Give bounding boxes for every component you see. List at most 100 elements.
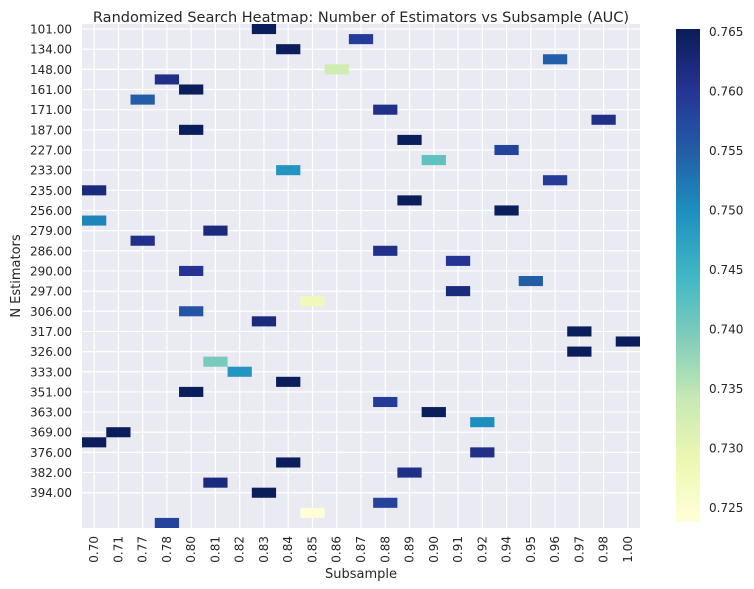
heatmap-cell	[179, 306, 204, 317]
heatmap-cell	[179, 84, 204, 95]
y-axis-label: N Estimators	[9, 234, 24, 318]
heatmap-cell	[542, 175, 568, 186]
y-tick-label: 235.00	[30, 184, 72, 198]
grid-vertical-lines	[93, 24, 629, 528]
y-tick-label: 290.00	[30, 264, 72, 278]
heatmap-cell	[276, 165, 301, 176]
y-tick-label: 382.00	[30, 466, 72, 480]
y-tick-label: 134.00	[30, 43, 72, 57]
y-tick-label: 286.00	[30, 244, 72, 258]
y-tick-label: 306.00	[30, 305, 72, 319]
x-tick-label: 0.97	[572, 536, 586, 563]
heatmap-cell	[251, 24, 277, 35]
colorbar-tick-labels: 0.725 0.730 0.735 0.740 0.745 0.750 0.755 0.760…	[709, 25, 743, 515]
heatmap-cell	[348, 34, 374, 45]
colorbar-tick-label: 0.725	[709, 501, 743, 515]
x-tick-label: 0.95	[524, 536, 538, 563]
x-tick-label: 0.88	[378, 536, 392, 563]
colorbar-tick-label: 0.745	[709, 263, 743, 277]
heatmap-cell	[106, 427, 131, 438]
x-tick-label: 0.87	[354, 536, 368, 563]
x-tick-label: 0.83	[257, 536, 271, 563]
grid-horizontal-lines	[82, 28, 640, 494]
heatmap-cell	[203, 477, 228, 488]
heatmap-cell	[518, 276, 543, 287]
heatmap-cell	[591, 114, 616, 125]
heatmap-cell	[203, 225, 228, 236]
heatmap-cell	[421, 407, 446, 418]
y-tick-label: 161.00	[30, 83, 72, 97]
heatmap-cell	[82, 185, 107, 196]
heatmap-cell	[567, 346, 592, 357]
colorbar-tick-label: 0.760	[709, 84, 743, 98]
heatmap-cell	[130, 235, 155, 246]
y-tick-label: 369.00	[30, 426, 72, 440]
x-tick-label: 0.84	[281, 536, 295, 563]
heatmap-cells	[82, 24, 640, 528]
y-tick-label: 227.00	[30, 144, 72, 158]
heatmap-cell	[373, 104, 398, 115]
x-tick-label: 0.92	[475, 536, 489, 563]
y-tick-label: 171.00	[30, 103, 72, 117]
x-tick-label: 0.81	[208, 536, 222, 563]
x-axis-label: Subsample	[325, 567, 397, 582]
x-tick-labels: 0.70 0.71 0.77 0.78 0.80 0.81 0.82 0.83 0.84 0.85…	[87, 536, 635, 563]
heatmap-cell	[154, 74, 180, 85]
heatmap-cell	[373, 497, 398, 508]
y-tick-label: 279.00	[30, 224, 72, 238]
x-tick-label: 1.00	[621, 536, 635, 563]
heatmap-cell	[276, 44, 301, 55]
x-tick-label: 0.90	[427, 536, 441, 563]
heatmap-cell	[421, 155, 446, 166]
x-tick-label: 0.91	[451, 536, 465, 563]
heatmap-cell	[179, 386, 204, 397]
heatmap-cell	[179, 124, 204, 135]
heatmap-cell	[82, 215, 107, 226]
heatmap-cell	[445, 286, 471, 297]
x-tick-label: 0.78	[160, 536, 174, 563]
heatmap-cell	[276, 457, 301, 468]
x-tick-label: 0.70	[87, 536, 101, 563]
y-tick-label: 394.00	[30, 486, 72, 500]
heatmap-cell	[300, 296, 325, 307]
y-tick-label: 148.00	[30, 63, 72, 77]
y-tick-label: 233.00	[30, 164, 72, 178]
colorbar-tick-label: 0.740	[709, 323, 743, 337]
heatmap-cell	[251, 487, 277, 498]
heatmap-cell	[276, 376, 301, 387]
heatmap-cell	[227, 366, 252, 377]
heatmap-cell	[542, 54, 568, 65]
heatmap-cell	[397, 134, 422, 145]
x-tick-label: 0.86	[330, 536, 344, 563]
y-tick-label: 326.00	[30, 345, 72, 359]
heatmap-cell	[494, 144, 519, 156]
y-tick-label: 256.00	[30, 204, 72, 218]
x-tick-label: 0.96	[548, 536, 562, 563]
x-tick-label: 0.71	[111, 536, 125, 563]
heatmap-cell	[445, 255, 471, 266]
colorbar	[676, 29, 700, 522]
heatmap-cell	[494, 205, 519, 216]
colorbar-tick-label: 0.730	[709, 442, 743, 456]
x-tick-label: 0.77	[136, 536, 150, 563]
heatmap-cell	[373, 245, 398, 256]
heatmap-cell	[470, 447, 495, 458]
heatmap-cell	[154, 517, 180, 528]
heatmap-cell	[324, 64, 349, 75]
x-tick-label: 0.80	[184, 536, 198, 563]
heatmap-cell	[82, 437, 107, 448]
heatmap-cell	[373, 396, 398, 408]
x-tick-label: 0.89	[403, 536, 417, 563]
colorbar-tick-label: 0.750	[709, 204, 743, 218]
x-tick-label: 0.98	[597, 536, 611, 563]
heatmap-cell	[397, 195, 422, 206]
y-tick-labels: 101.00 134.00 148.00 161.00 171.00 187.00 227.…	[30, 23, 72, 501]
heatmap-cell	[300, 507, 325, 518]
x-tick-label: 0.82	[233, 536, 247, 563]
heatmap-cell	[470, 417, 495, 428]
y-tick-label: 376.00	[30, 446, 72, 460]
colorbar-tick-label: 0.765	[709, 25, 743, 39]
y-tick-label: 101.00	[30, 23, 72, 37]
y-tick-label: 333.00	[30, 365, 72, 379]
